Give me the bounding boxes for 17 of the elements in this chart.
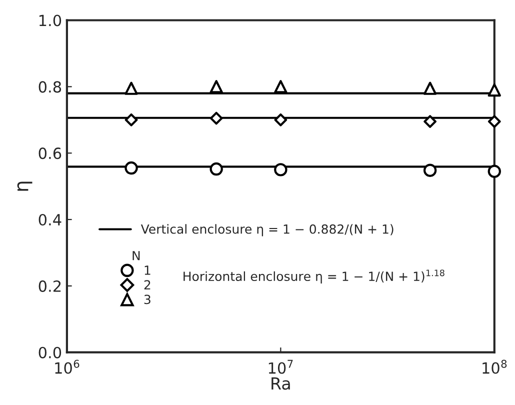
x-tick-label: 10$^{6}$ (55, 360, 80, 374)
x-tick-label: 10$^{7}$ (268, 360, 293, 374)
legend-label: 2 (144, 280, 150, 290)
y-tick-label: 0.6 (38, 148, 62, 160)
y-tick-label: 0.8 (38, 81, 62, 93)
y-tick-label: 0.0 (38, 346, 62, 358)
x-tick-label: 10$^{8}$ (482, 360, 507, 374)
x-axis-title: Ra (272, 377, 290, 390)
legend-label: 1 (144, 266, 150, 275)
annotation: Horizontal enclosure η = 1 − 1/(N + 1)$^{1.18}$ (184, 270, 444, 284)
legend-title: N (132, 251, 140, 260)
y-tick-label: 0.2 (38, 280, 61, 292)
legend-label: 3 (144, 294, 150, 304)
y-axis-title: η (17, 182, 32, 191)
y-tick-label: 0.4 (38, 214, 62, 226)
legend-label: Vertical enclosure η = 1 − 0.882/(N + 1) (140, 224, 394, 236)
y-tick-label: 1.0 (39, 14, 62, 26)
